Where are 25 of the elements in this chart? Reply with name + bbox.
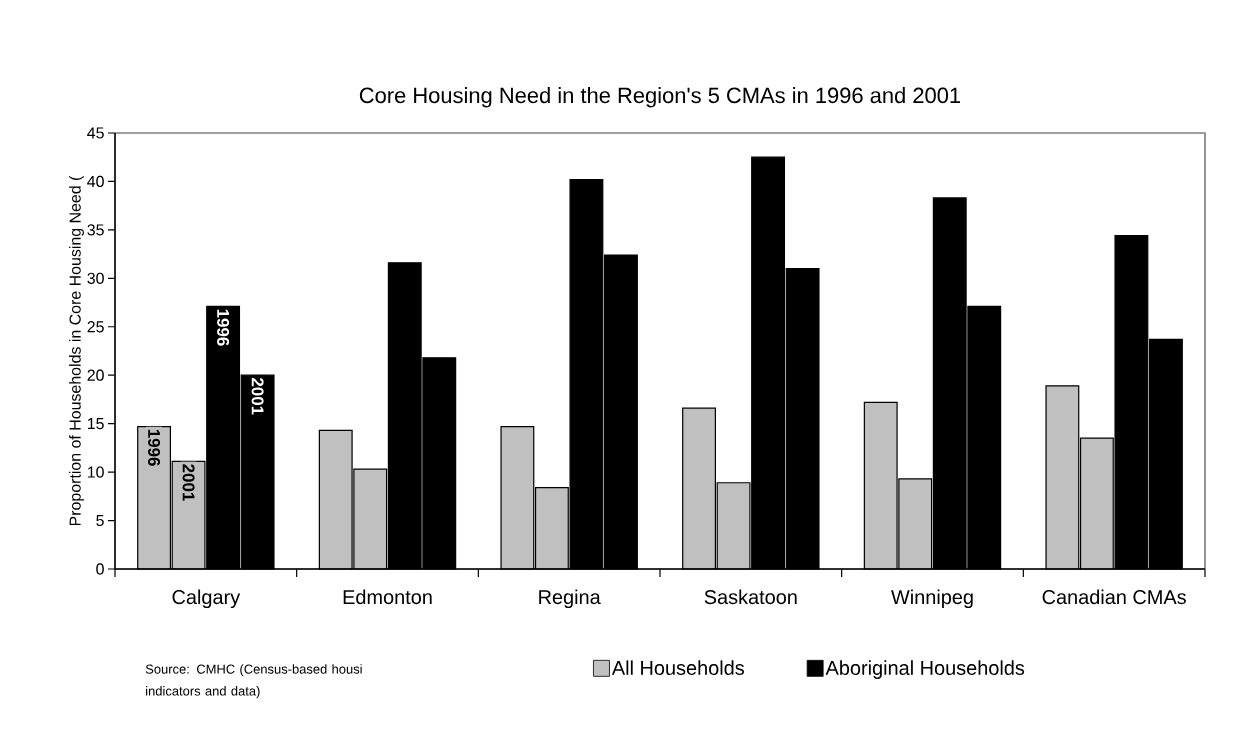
x-tick-label: Edmonton: [343, 589, 432, 605]
legend-label: Aboriginal Households: [825, 660, 1025, 679]
x-tick-label: Canadian CMAs: [1042, 589, 1186, 605]
x-tick-label: Saskatoon: [704, 589, 797, 605]
x-tick-label: Regina: [539, 589, 601, 609]
annotation: 1996: [148, 429, 161, 466]
annotation: 2001: [251, 378, 264, 415]
y-tick-label: 10: [87, 466, 104, 478]
y-tick-label: 45: [87, 127, 104, 139]
x-tick-label: Calgary: [172, 589, 241, 609]
chart-title: Core Housing Need in the Region's 5 CMAs in 1996 and 2001: [359, 87, 961, 108]
source-note: Source: CMHC (Census-based housi indicators and data): [145, 664, 362, 699]
y-tick-label: 5: [96, 514, 104, 527]
legend-label: All Households: [611, 660, 744, 675]
y-tick-label: 20: [87, 369, 104, 381]
x-tick-label: Winnipeg: [891, 589, 973, 609]
annotation: 2001: [182, 464, 195, 501]
y-tick-label: 25: [87, 321, 104, 333]
y-tick-label: 35: [87, 224, 104, 236]
y-axis-title: Proportion of Households in Core Housing Need (: [69, 175, 84, 526]
y-tick-label: 15: [87, 418, 104, 430]
y-tick-label: 30: [87, 272, 104, 284]
y-tick-label: 40: [87, 175, 104, 188]
y-tick-label: 0: [96, 563, 104, 575]
annotation: 1996: [217, 309, 230, 346]
